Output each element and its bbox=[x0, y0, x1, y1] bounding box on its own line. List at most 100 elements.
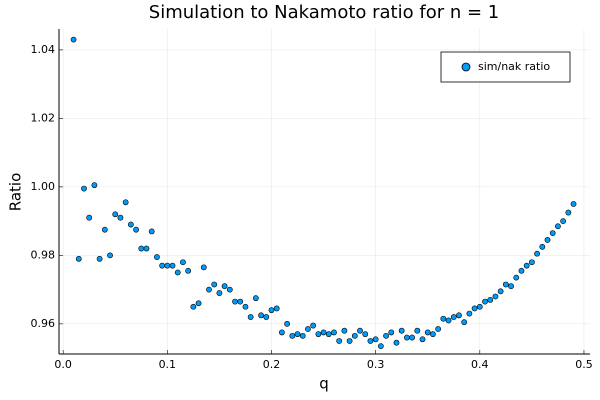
point bbox=[388, 329, 395, 336]
x-tick-label: 0.2 bbox=[263, 358, 281, 371]
legend-label: sim/nak ratio bbox=[478, 60, 550, 73]
point bbox=[96, 255, 103, 262]
point bbox=[91, 182, 98, 189]
point bbox=[528, 259, 535, 266]
point bbox=[294, 331, 301, 338]
point bbox=[351, 332, 358, 339]
point bbox=[492, 293, 499, 300]
point bbox=[289, 332, 296, 339]
point bbox=[456, 312, 462, 319]
point bbox=[331, 329, 337, 336]
x-tick-label: 0.1 bbox=[159, 358, 177, 371]
point bbox=[86, 214, 93, 221]
point bbox=[419, 336, 426, 343]
point bbox=[445, 317, 452, 324]
point bbox=[278, 329, 285, 336]
point bbox=[148, 228, 155, 235]
point bbox=[508, 283, 514, 290]
point bbox=[440, 315, 447, 322]
point bbox=[362, 331, 369, 338]
x-tick-label: 0.4 bbox=[471, 358, 489, 371]
point bbox=[164, 262, 171, 269]
point bbox=[549, 230, 556, 237]
point bbox=[461, 319, 468, 326]
point bbox=[497, 288, 504, 295]
chart-title: Simulation to Nakamoto ratio for n = 1 bbox=[149, 2, 499, 23]
y-tick-label: 0.98 bbox=[31, 248, 56, 261]
point bbox=[430, 331, 436, 338]
point bbox=[523, 262, 530, 269]
point bbox=[112, 211, 119, 218]
point bbox=[273, 305, 280, 312]
point bbox=[346, 338, 353, 344]
point bbox=[466, 310, 473, 317]
point bbox=[174, 269, 181, 276]
legend: sim/nak ratio bbox=[440, 51, 571, 83]
point bbox=[357, 327, 363, 334]
point bbox=[211, 281, 218, 288]
y-tick-label: 0.96 bbox=[31, 317, 56, 330]
point bbox=[560, 218, 567, 225]
y-tick-label: 1.02 bbox=[31, 111, 56, 124]
point bbox=[117, 214, 124, 221]
point bbox=[284, 320, 291, 327]
point bbox=[487, 296, 494, 303]
point bbox=[565, 209, 572, 216]
point bbox=[403, 334, 410, 341]
point bbox=[414, 327, 421, 334]
point bbox=[107, 252, 113, 259]
point bbox=[315, 331, 322, 338]
point bbox=[143, 245, 150, 252]
point bbox=[513, 274, 520, 281]
point bbox=[252, 295, 259, 302]
point bbox=[320, 329, 327, 336]
point bbox=[336, 338, 343, 344]
point bbox=[159, 262, 166, 269]
point bbox=[180, 259, 186, 266]
point bbox=[206, 286, 212, 293]
point bbox=[555, 223, 561, 230]
point bbox=[435, 326, 442, 332]
point bbox=[268, 307, 275, 314]
point bbox=[299, 332, 306, 339]
legend-marker bbox=[461, 62, 471, 72]
point bbox=[570, 201, 577, 207]
point bbox=[424, 329, 431, 336]
point bbox=[341, 327, 348, 334]
point bbox=[75, 255, 82, 262]
point bbox=[263, 314, 270, 320]
point bbox=[226, 286, 233, 293]
point bbox=[377, 343, 384, 350]
y-tick-label: 1.04 bbox=[31, 43, 56, 56]
point bbox=[544, 237, 551, 243]
point bbox=[138, 245, 145, 252]
point bbox=[81, 185, 87, 192]
point bbox=[221, 283, 228, 290]
point bbox=[122, 199, 129, 206]
point bbox=[476, 303, 483, 310]
point bbox=[409, 334, 415, 341]
point bbox=[101, 226, 108, 233]
point bbox=[367, 338, 374, 344]
point bbox=[372, 336, 379, 343]
point bbox=[398, 327, 405, 334]
point bbox=[232, 298, 238, 305]
point bbox=[70, 36, 77, 43]
point bbox=[305, 326, 311, 332]
x-tick-label: 0.5 bbox=[575, 358, 593, 371]
point bbox=[534, 250, 540, 257]
point bbox=[539, 243, 546, 250]
y-tick-label: 1.00 bbox=[31, 180, 56, 193]
point bbox=[216, 290, 223, 296]
x-tick-label: 0.3 bbox=[367, 358, 385, 371]
point bbox=[325, 331, 332, 338]
point bbox=[518, 267, 525, 274]
point bbox=[471, 305, 478, 312]
y-axis-label: Ratio bbox=[7, 173, 25, 212]
point bbox=[393, 339, 400, 346]
point bbox=[242, 303, 249, 310]
point bbox=[169, 262, 176, 269]
point bbox=[185, 267, 192, 274]
point bbox=[247, 314, 254, 320]
